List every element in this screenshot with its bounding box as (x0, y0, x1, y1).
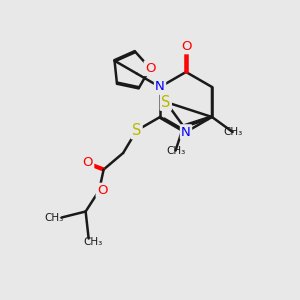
Text: N: N (155, 80, 165, 94)
Text: CH₃: CH₃ (44, 212, 64, 223)
Text: O: O (181, 40, 191, 53)
Text: CH₃: CH₃ (83, 236, 103, 247)
Text: N: N (181, 125, 191, 139)
Text: S: S (161, 94, 170, 110)
Text: O: O (82, 155, 93, 169)
Text: O: O (145, 62, 155, 75)
Text: CH₃: CH₃ (166, 146, 185, 155)
Text: CH₃: CH₃ (223, 127, 242, 137)
Text: O: O (97, 184, 107, 197)
Text: S: S (132, 123, 141, 138)
